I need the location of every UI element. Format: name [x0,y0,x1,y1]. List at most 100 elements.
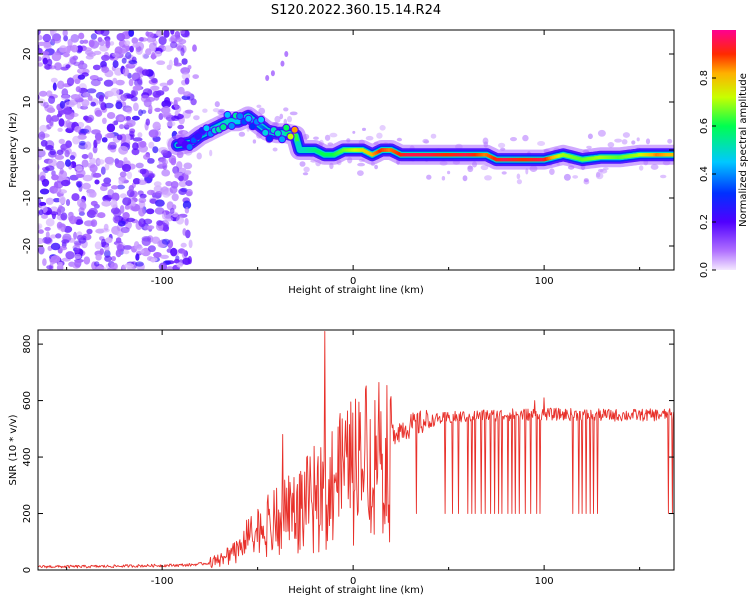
y-tick-label: -10 [22,190,33,206]
noise-speckle [69,155,76,161]
noise-speckle [101,137,108,143]
noise-speckle [125,107,133,113]
noise-speckle [182,228,187,236]
noise-speckle [46,107,56,113]
noise-speckle [87,114,95,122]
noise-speckle [104,255,112,262]
noise-speckle [597,129,606,137]
noise-speckle [75,86,81,93]
noise-speckle [139,37,144,42]
noise-speckle [650,164,659,170]
noise-speckle [155,191,163,196]
noise-speckle [622,132,631,138]
noise-speckle [123,157,128,163]
noise-speckle [150,189,156,196]
noise-speckle [118,178,124,186]
noise-speckle [57,261,63,267]
noise-speckle [38,229,44,234]
noise-speckle [57,80,65,90]
noise-speckle [60,179,71,187]
noise-speckle [90,200,98,207]
noise-speckle [58,118,65,127]
noise-speckle [75,173,85,178]
noise-speckle [78,32,85,40]
noise-speckle [441,176,446,181]
noise-speckle [77,198,86,208]
noise-speckle [152,146,159,154]
noise-speckle [184,207,190,214]
noise-speckle [48,158,57,167]
noise-speckle [501,171,507,175]
noise-speckle [74,78,81,85]
noise-speckle [50,77,58,83]
noise-speckle [65,159,71,167]
noise-speckle [74,260,82,268]
noise-speckle [146,31,154,39]
noise-speckle [57,127,63,132]
noise-speckle [133,241,140,250]
noise-speckle [120,226,130,234]
noise-speckle [510,137,517,142]
noise-speckle [45,165,55,171]
noise-speckle [67,38,73,47]
noise-speckle [181,249,187,259]
noise-speckle [161,100,172,108]
ridge-blob [185,143,194,151]
noise-speckle [91,129,101,135]
noise-speckle [376,132,383,139]
noise-speckle [119,205,125,214]
noise-speckle [40,139,48,147]
noise-speckle [106,123,116,133]
noise-speckle [38,44,40,51]
noise-speckle [113,120,119,126]
noise-speckle [38,237,44,245]
noise-speckle [79,39,85,45]
noise-speckle [214,101,220,108]
colorbar-tick-label: 0.6 [699,118,710,134]
noise-speckle [88,207,98,216]
noise-speckle [128,60,138,65]
noise-speckle [150,46,157,53]
noise-speckle [50,242,61,251]
ridge-blob [286,132,295,141]
noise-speckle [175,216,185,225]
noise-speckle [94,261,100,267]
noise-speckle [126,171,133,180]
noise-speckle [38,30,41,36]
noise-speckle [38,209,44,216]
noise-speckle [150,258,156,263]
noise-speckle [158,262,168,270]
noise-speckle [82,39,89,44]
noise-speckle [174,110,179,116]
noise-speckle [284,51,289,57]
noise-speckle [149,198,157,204]
noise-speckle [122,245,133,250]
noise-speckle [90,79,101,87]
noise-speckle [112,52,120,58]
noise-speckle [110,185,119,190]
noise-speckle [484,175,492,181]
noise-speckle [101,200,112,207]
noise-speckle [148,141,155,149]
x-tick-label: 0 [350,576,356,587]
noise-speckle [636,137,640,142]
noise-speckle [79,140,86,146]
noise-speckle [38,34,43,41]
noise-speckle [209,149,213,157]
noise-speckle [75,165,83,171]
noise-speckle [132,42,140,48]
noise-speckle [180,67,191,75]
noise-speckle [82,182,91,190]
noise-speckle [365,135,374,141]
ridge-blob [282,123,291,132]
noise-speckle [132,137,143,142]
x-tick-label: 0 [350,276,356,287]
noise-speckle [58,204,63,210]
noise-speckle [147,158,155,164]
noise-speckle [69,98,76,108]
y-tick-label: 200 [22,504,33,523]
noise-speckle [94,179,100,185]
noise-speckle [171,193,179,202]
noise-speckle [38,245,45,255]
y-tick-label: 400 [22,448,33,467]
